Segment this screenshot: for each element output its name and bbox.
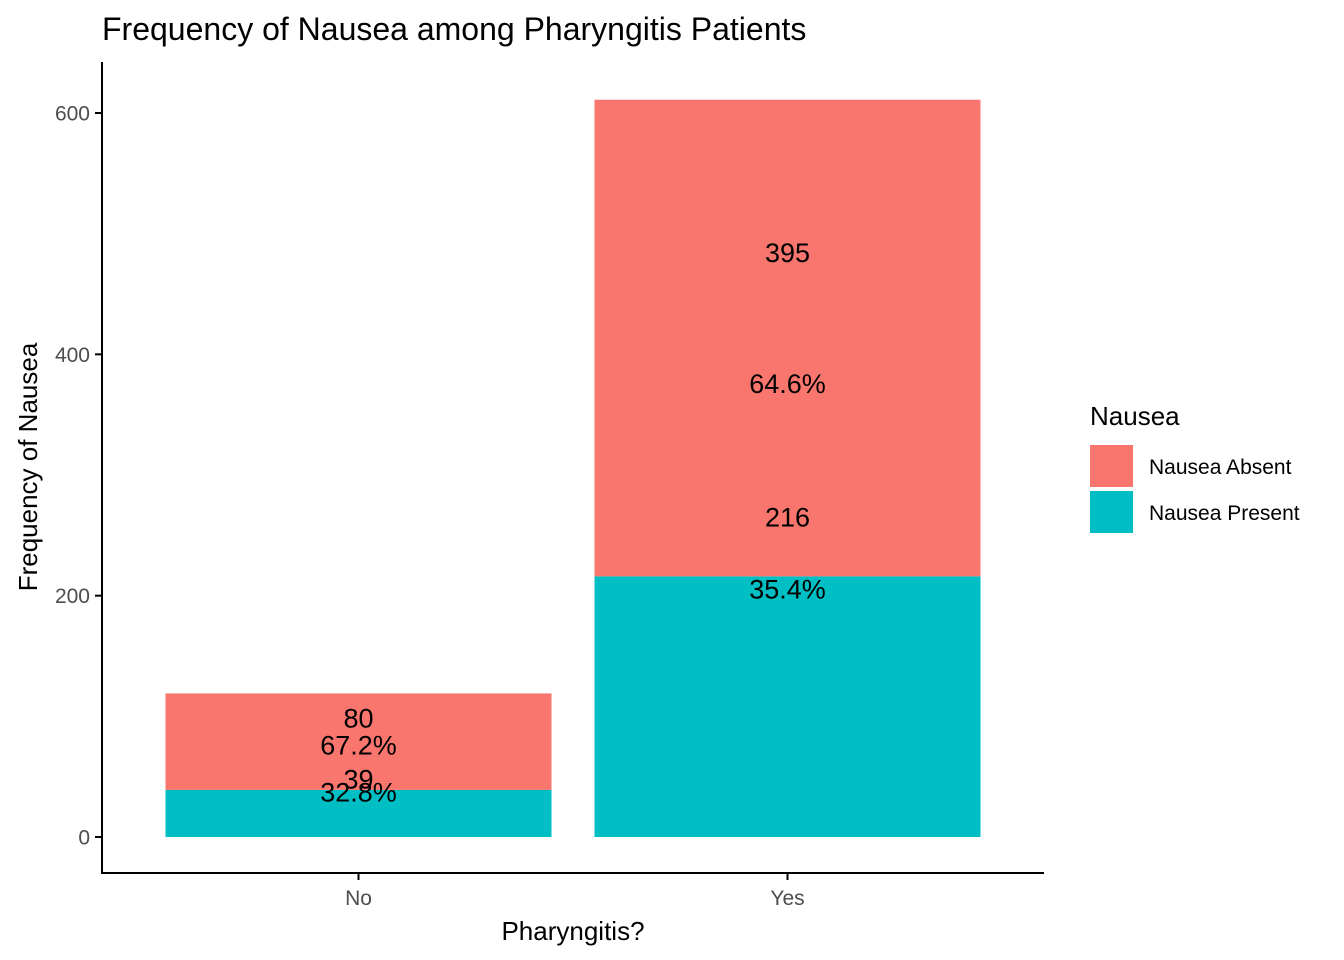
bar-segment bbox=[165, 789, 552, 837]
legend-label: Nausea Present bbox=[1149, 502, 1300, 525]
legend-title: Nausea bbox=[1090, 401, 1180, 431]
bar-segment bbox=[165, 693, 552, 790]
legend-swatch bbox=[1090, 445, 1133, 487]
bar-percent-label: 64.6% bbox=[749, 369, 826, 399]
legend: Nausea Nausea Absent Nausea Present bbox=[1090, 401, 1300, 533]
bar-percent-label: 35.4% bbox=[749, 574, 826, 604]
bar-percent-label: 67.2% bbox=[320, 730, 397, 760]
bar-count-label: 395 bbox=[765, 238, 810, 268]
x-axis-title: Pharyngitis? bbox=[501, 916, 644, 946]
y-tick-label: 200 bbox=[55, 585, 90, 608]
y-axis-title: Frequency of Nausea bbox=[13, 342, 43, 591]
y-axis-ticks: 0 200 400 600 bbox=[55, 103, 102, 850]
x-axis-ticks: No Yes bbox=[345, 873, 805, 910]
y-tick-label: 0 bbox=[78, 827, 90, 850]
x-tick-label: No bbox=[345, 887, 372, 910]
y-tick-label: 600 bbox=[55, 103, 90, 126]
bar-segment bbox=[594, 99, 981, 577]
bar-count-label: 80 bbox=[343, 704, 373, 734]
chart-title: Frequency of Nausea among Pharyngitis Pa… bbox=[102, 11, 806, 47]
x-tick-label: Yes bbox=[770, 887, 804, 910]
bar-count-label: 39 bbox=[343, 764, 373, 794]
bar-segment bbox=[594, 576, 981, 837]
bar-count-label: 216 bbox=[765, 503, 810, 533]
legend-swatch bbox=[1090, 491, 1133, 533]
bar-percent-label: 32.8% bbox=[320, 777, 397, 807]
legend-label: Nausea Absent bbox=[1149, 456, 1292, 479]
y-tick-label: 400 bbox=[55, 344, 90, 367]
